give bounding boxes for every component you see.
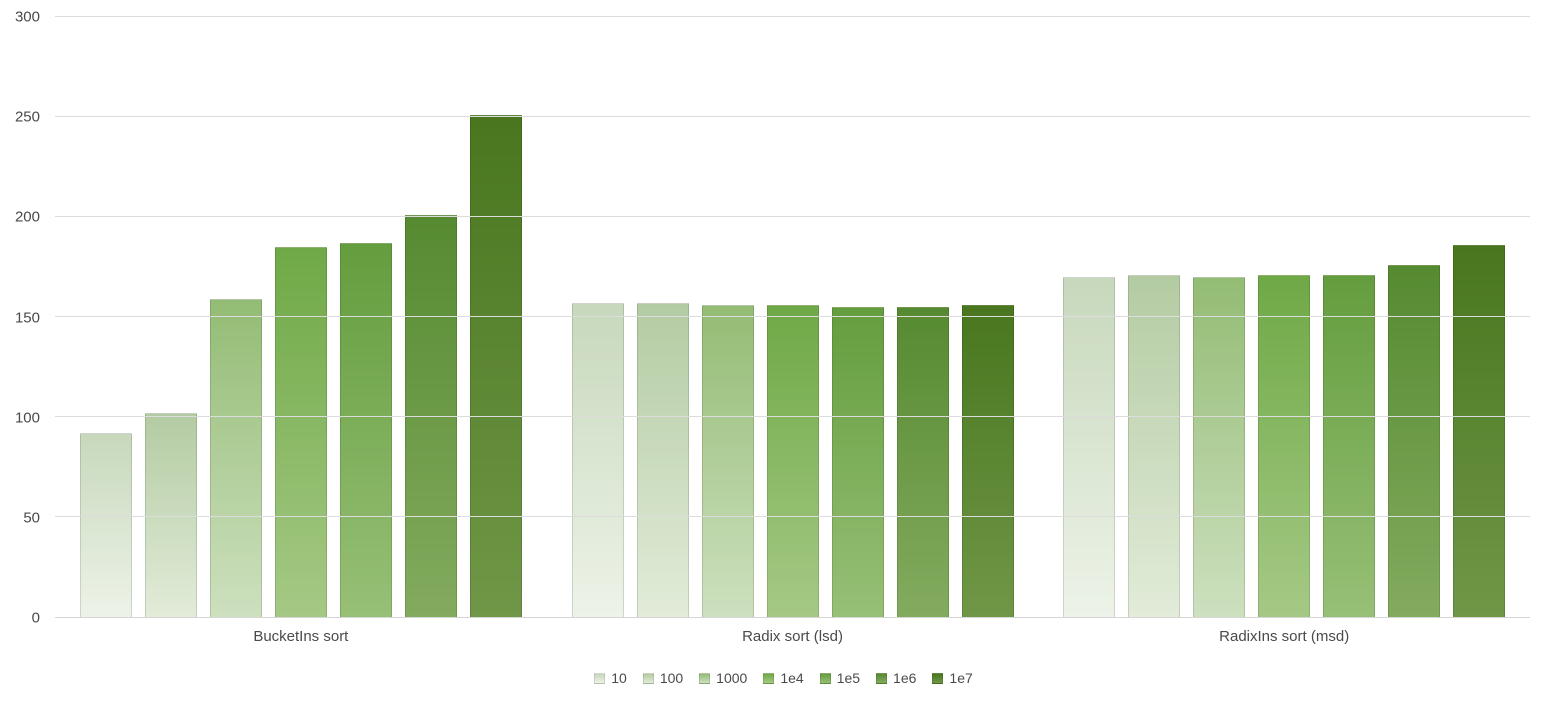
y-tick-label-300: 300 (14, 8, 40, 26)
bar-groups (55, 17, 1530, 617)
legend-swatch-icon (763, 672, 775, 684)
bar-100 (1128, 275, 1181, 617)
legend-swatch-icon (932, 672, 944, 684)
bar-100 (636, 303, 689, 617)
legend-swatch-icon (819, 672, 831, 684)
category-label-1: BucketIns sort (253, 628, 349, 645)
legend-item-1e6: 1e6 (876, 670, 916, 686)
bar-1e4 (766, 305, 819, 617)
gridline-200 (55, 216, 1530, 217)
bar-group-3 (1038, 17, 1530, 617)
legend: 10 100 1000 1e4 1e5 1e6 1e7 (0, 670, 1567, 686)
y-tick-label-50: 50 (23, 509, 40, 527)
gridline-150 (55, 316, 1530, 317)
bar-1e6 (896, 307, 949, 617)
legend-label: 1e6 (893, 670, 917, 686)
bar-group-2 (547, 17, 1039, 617)
bar-1e5 (831, 307, 884, 617)
gridline-300 (55, 16, 1530, 17)
y-tick-label-200: 200 (14, 208, 40, 226)
legend-label: 1e7 (949, 670, 973, 686)
bar-1e7 (1453, 245, 1506, 617)
bar-1e7 (961, 305, 1014, 617)
y-tick-label-100: 100 (14, 409, 40, 427)
legend-label: 1e5 (836, 670, 861, 686)
bar-group-1 (55, 17, 547, 617)
category-axis: BucketIns sort Radix sort (lsd) RadixIns s… (55, 628, 1530, 645)
bar-1000 (701, 305, 754, 617)
legend-item-1e4: 1e4 (763, 670, 804, 686)
gridline-50 (55, 516, 1530, 517)
bar-1e5 (1323, 275, 1376, 617)
gridline-250 (55, 116, 1530, 117)
legend-label: 1000 (716, 670, 748, 686)
bar-100 (144, 413, 197, 617)
plot-area (55, 16, 1530, 618)
bar-1e6 (1388, 265, 1441, 617)
bar-1e4 (274, 247, 327, 617)
y-tick-label-150: 150 (14, 309, 40, 326)
y-axis: 0 50 100 150 200 250 300 (6, 10, 40, 626)
legend-swatch-icon (876, 672, 888, 684)
legend-item-10: 10 (594, 670, 627, 686)
legend-swatch-icon (594, 672, 606, 684)
bar-1000 (1193, 277, 1246, 617)
bar-10 (1063, 277, 1116, 617)
bar-10 (571, 303, 624, 617)
bar-1e5 (339, 243, 392, 617)
bar-1e7 (469, 115, 522, 617)
legend-swatch-icon (642, 672, 654, 684)
category-label-3: RadixIns sort (msd) (1219, 628, 1350, 645)
legend-item-100: 100 (642, 670, 684, 686)
y-tick-label-250: 250 (14, 108, 40, 126)
category-label-2: Radix sort (lsd) (742, 628, 843, 645)
bar-10 (79, 433, 132, 617)
legend-item-1000: 1000 (699, 670, 747, 686)
legend-label: 100 (659, 670, 684, 686)
bar-1000 (209, 299, 262, 617)
bar-1e4 (1258, 275, 1311, 617)
legend-swatch-icon (699, 672, 711, 684)
y-tick-label-0: 0 (31, 609, 40, 627)
legend-label: 10 (611, 670, 627, 686)
legend-item-1e5: 1e5 (819, 670, 861, 686)
gridline-100 (55, 416, 1530, 417)
legend-label: 1e4 (780, 670, 804, 686)
legend-item-1e7: 1e7 (932, 670, 973, 686)
